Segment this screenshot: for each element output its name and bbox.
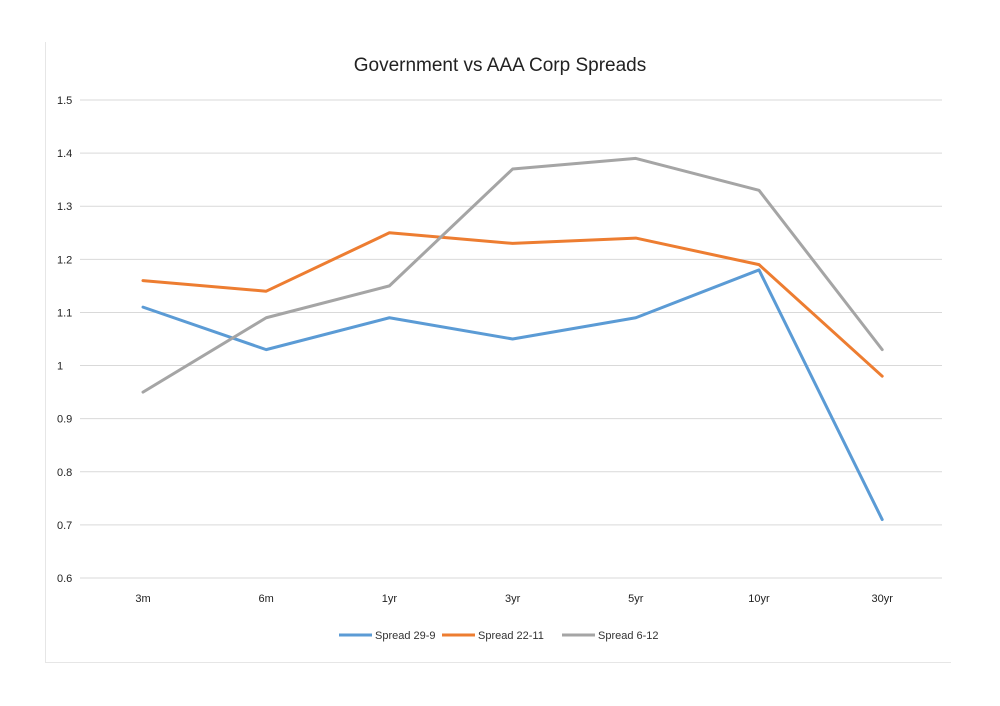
y-tick-label: 1.5 (57, 95, 72, 107)
legend: Spread 29-9 Spread 22-11 Spread 6-12 (339, 630, 659, 642)
series-line-1 (141, 268, 884, 522)
y-tick-label: 0.6 (57, 573, 72, 585)
y-axis-ticks: 0.6 0.7 0.8 0.9 1 1.1 1.2 1.3 1.4 1.5 (57, 95, 72, 585)
chart-title: Government vs AAA Corp Spreads (354, 55, 647, 76)
y-tick-label: 0.7 (57, 520, 72, 532)
x-tick-label: 3m (135, 593, 150, 605)
y-tick-label: 1 (57, 361, 63, 373)
y-tick-label: 1.4 (57, 148, 72, 160)
x-tick-label: 10yr (748, 593, 770, 605)
y-tick-label: 1.3 (57, 201, 72, 213)
x-tick-label: 6m (259, 593, 274, 605)
series-lines (141, 156, 884, 522)
legend-label-1: Spread 29-9 (375, 630, 436, 642)
legend-label-2: Spread 22-11 (478, 630, 544, 642)
y-tick-label: 1.2 (57, 254, 72, 266)
x-axis-ticks: 3m 6m 1yr 3yr 5yr 10yr 30yr (135, 593, 893, 605)
y-tick-label: 1.1 (57, 307, 72, 319)
x-tick-label: 3yr (505, 593, 521, 605)
y-tick-label: 0.8 (57, 467, 72, 479)
legend-label-3: Spread 6-12 (598, 630, 659, 642)
y-tick-label: 0.9 (57, 414, 72, 426)
chart-frame (45, 42, 951, 663)
series-line-3 (141, 156, 884, 394)
gridlines (80, 99, 942, 579)
x-tick-label: 30yr (871, 593, 893, 605)
series-line-2 (141, 231, 884, 378)
x-tick-label: 5yr (628, 593, 644, 605)
x-tick-label: 1yr (382, 593, 398, 605)
